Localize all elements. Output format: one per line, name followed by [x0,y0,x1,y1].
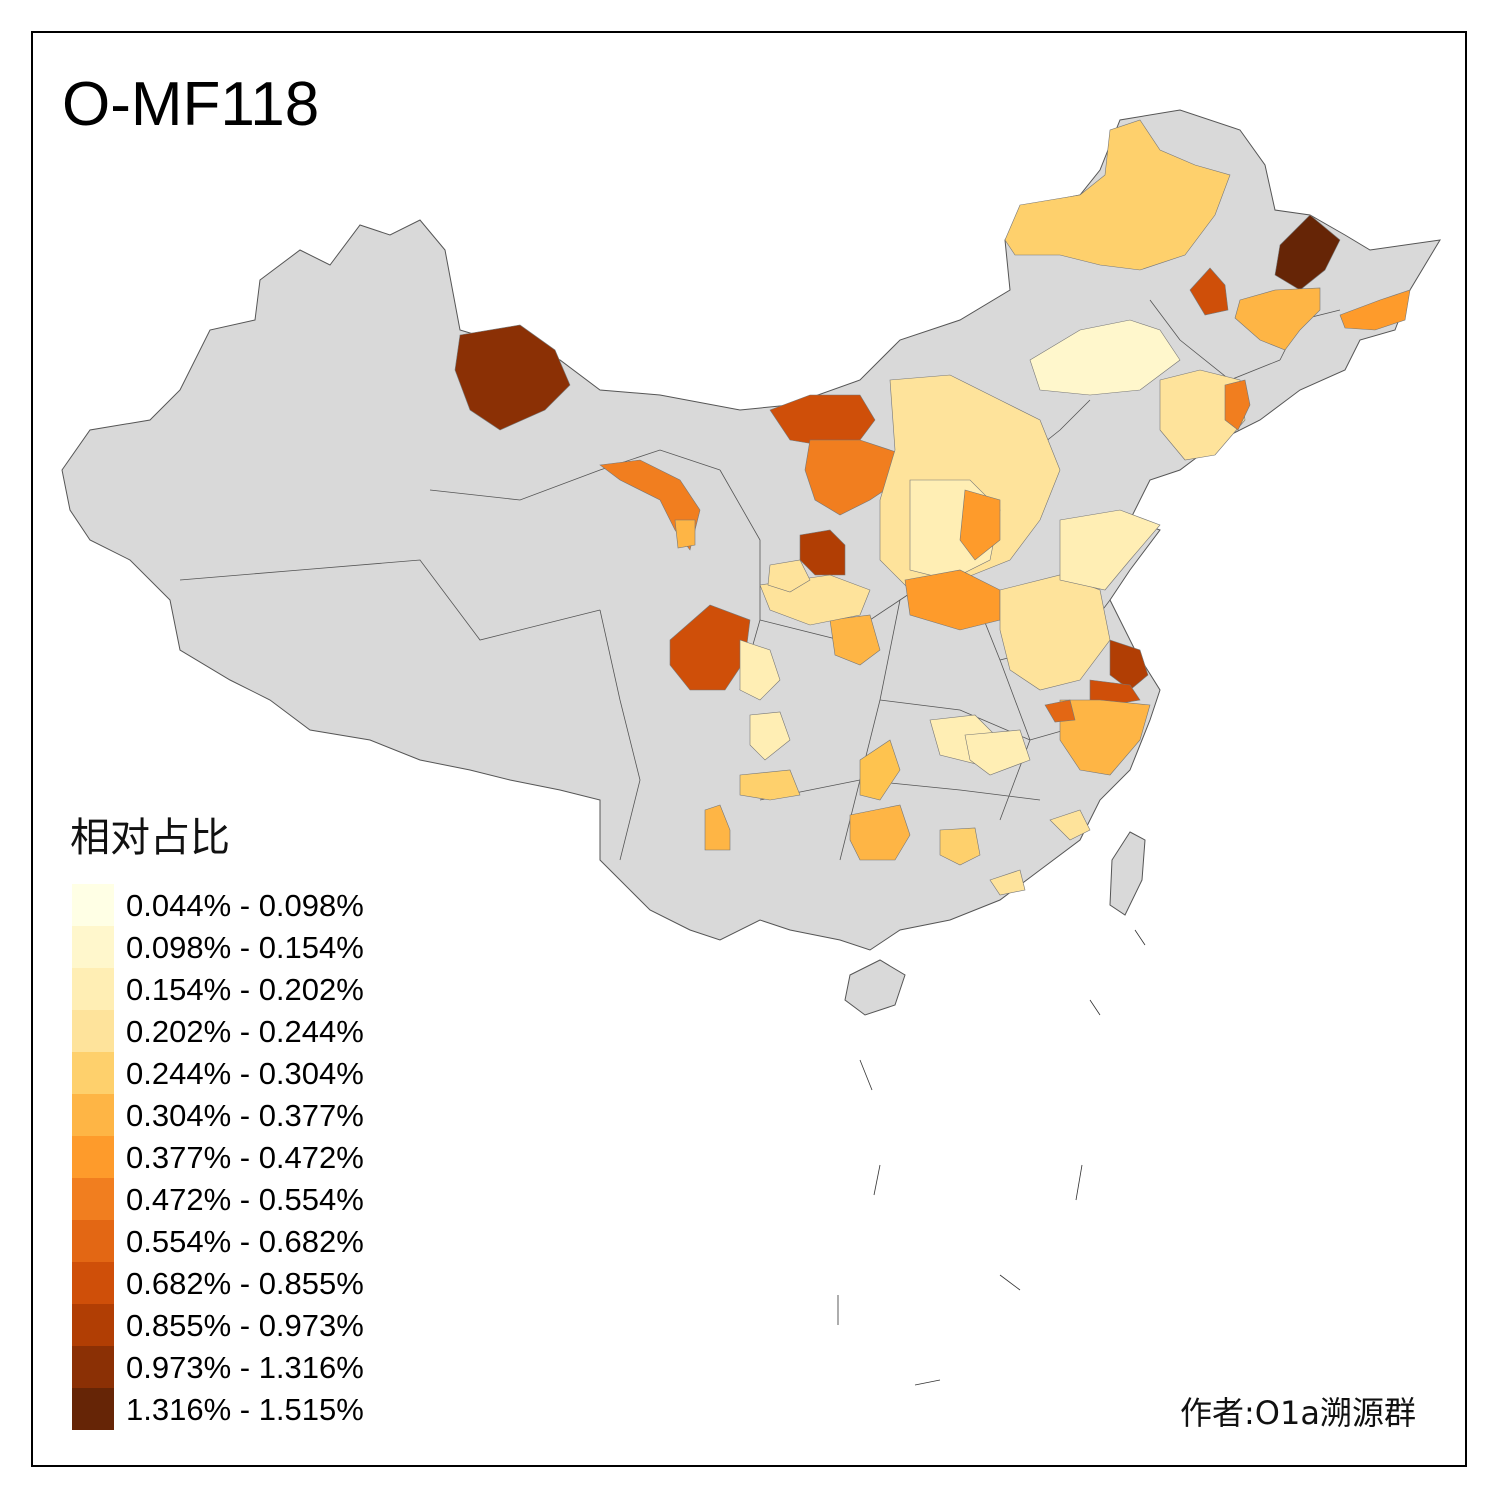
region-guangxi-east [939,827,981,866]
legend-swatch [72,1052,114,1094]
map-frame [31,31,1467,1467]
taiwan-island [1109,831,1146,916]
region-yunnan [704,804,731,851]
region-heilongjiang-west [1189,267,1229,316]
legend-swatch [72,884,114,926]
region-sichuan-west [669,604,751,691]
region-gansu-east [674,519,696,549]
region-heilongjiang-center [1234,287,1321,351]
region-inner-mongolia-center [1029,319,1181,396]
region-qinghai-east [767,559,811,593]
region-fujian [1049,809,1091,841]
legend-swatch [72,1010,114,1052]
legend-label: 0.472% - 0.554% [126,1182,364,1217]
region-heilongjiang-far-east [1339,289,1411,331]
legend-swatch [72,1304,114,1346]
region-shaanxi-south [829,614,881,666]
legend-swatch [72,1220,114,1262]
legend-label: 0.377% - 0.472% [126,1140,364,1175]
map-title: O-MF118 [62,70,320,139]
region-sichuan-center [749,711,791,761]
region-guangdong [989,869,1026,896]
hainan-island [844,959,906,1016]
legend-label: 0.244% - 0.304% [126,1056,364,1091]
region-shanxi-orange [959,489,1001,561]
legend-swatch [72,926,114,968]
legend-title: 相对占比 [70,815,230,861]
region-heilongjiang-east [1274,214,1341,291]
region-sichuan-east [739,639,781,701]
legend-label: 0.682% - 0.855% [126,1266,364,1301]
legend-swatch [72,1262,114,1304]
legend-swatch [72,1094,114,1136]
region-ningxia-south [804,439,906,516]
region-shanghai [1109,639,1149,691]
region-hunan [849,804,911,861]
region-jilin-east [1224,379,1251,431]
legend-label: 0.973% - 1.316% [126,1350,364,1385]
legend-swatch [72,1178,114,1220]
region-liaoning [1159,369,1246,461]
legend-swatch [72,1388,114,1430]
legend-label: 0.304% - 0.377% [126,1098,364,1133]
region-jiangxi [964,729,1031,776]
legend-label: 0.855% - 0.973% [126,1308,364,1343]
legend-swatch [72,968,114,1010]
legend-label: 0.554% - 0.682% [126,1224,364,1259]
china-mainland-region [61,109,1441,951]
legend-label: 0.098% - 0.154% [126,930,364,965]
legend-swatch [72,1346,114,1388]
region-jiangsu [1059,509,1161,591]
region-jiangxi-north [1044,699,1076,723]
legend-label: 1.316% - 1.515% [126,1392,364,1427]
region-northwest [454,324,571,431]
legend-label: 0.202% - 0.244% [126,1014,364,1049]
region-zhejiang [1059,699,1151,776]
author-credit: 作者:O1a溯源群 [1180,1394,1416,1432]
region-chongqing [739,769,801,801]
region-ningxia-north [769,394,876,446]
legend-label: 0.044% - 0.098% [126,888,364,923]
region-hulunbuir [1004,119,1231,271]
legend-label: 0.154% - 0.202% [126,972,364,1007]
region-guizhou [859,739,901,801]
region-gansu-corridor [599,459,701,551]
legend-swatch [72,1136,114,1178]
